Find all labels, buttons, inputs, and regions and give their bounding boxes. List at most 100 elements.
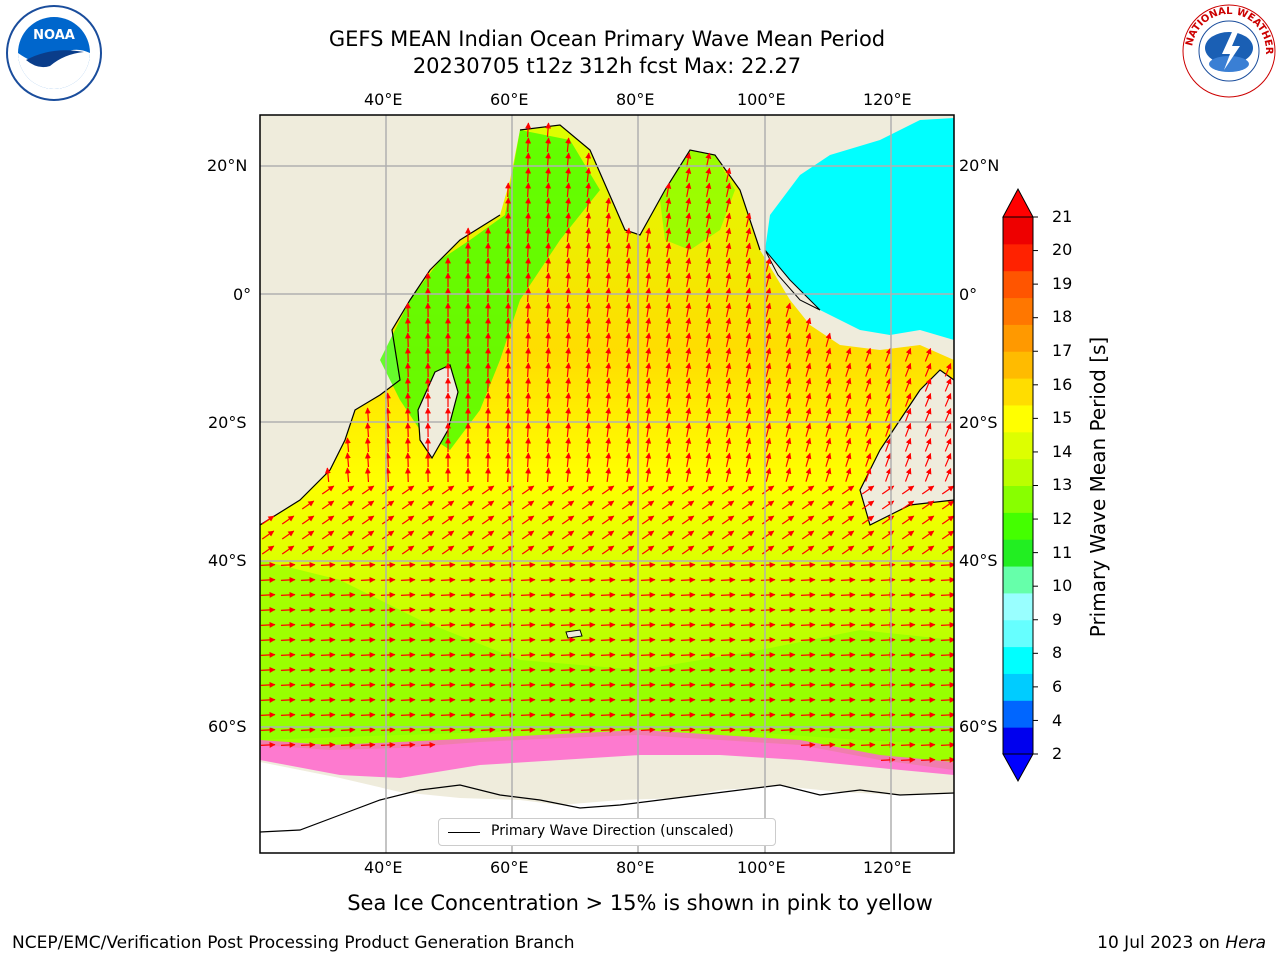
wave-direction-arrow	[520, 591, 536, 598]
wave-direction-arrow	[665, 332, 672, 347]
wave-direction-arrow	[944, 452, 952, 467]
wave-direction-arrow	[540, 651, 556, 658]
wave-direction-arrow	[940, 666, 954, 673]
wave-direction-arrow	[545, 122, 552, 138]
wave-direction-arrow	[541, 485, 555, 495]
wave-direction-arrow	[725, 182, 732, 197]
wave-direction-arrow	[344, 467, 351, 483]
wave-direction-arrow	[685, 287, 692, 302]
lat-tick-right-20s: 20°S	[959, 413, 998, 432]
wave-direction-arrow	[565, 227, 572, 243]
wave-direction-arrow	[440, 651, 456, 658]
wave-direction-arrow	[340, 696, 356, 703]
wave-direction-arrow	[805, 392, 812, 407]
wave-direction-arrow	[520, 696, 536, 703]
wave-direction-arrow	[380, 681, 396, 688]
wave-direction-arrow	[281, 530, 295, 540]
wave-direction-arrow	[600, 696, 616, 703]
wave-direction-arrow	[900, 621, 916, 628]
wave-direction-arrow	[565, 407, 572, 423]
wave-direction-arrow	[825, 332, 832, 347]
wave-direction-arrow	[400, 651, 416, 658]
wave-direction-arrow	[700, 696, 716, 703]
wave-direction-arrow	[860, 696, 876, 703]
wave-direction-arrow	[560, 666, 576, 673]
wave-direction-arrow	[845, 422, 852, 437]
wave-direction-arrow	[721, 545, 735, 555]
wave-direction-arrow	[320, 726, 336, 733]
wave-direction-arrow	[440, 666, 456, 673]
wave-direction-arrow	[545, 167, 552, 183]
wave-direction-arrow	[921, 545, 935, 555]
wave-direction-arrow	[525, 392, 532, 408]
wave-direction-arrow	[460, 651, 476, 658]
wave-direction-arrow	[840, 576, 856, 583]
wave-direction-arrow	[685, 467, 692, 482]
wave-direction-arrow	[840, 651, 856, 658]
wave-direction-arrow	[705, 317, 712, 332]
wave-direction-arrow	[665, 437, 672, 452]
wave-direction-arrow	[505, 182, 512, 198]
wave-direction-arrow	[660, 651, 676, 658]
wave-direction-arrow	[480, 726, 496, 733]
wave-direction-arrow	[941, 500, 954, 510]
wave-direction-arrow	[440, 621, 456, 628]
wave-direction-arrow	[941, 530, 954, 540]
wave-direction-arrow	[500, 606, 516, 613]
wave-direction-arrow	[700, 636, 716, 643]
colorbar	[1002, 187, 1038, 783]
wave-direction-arrow	[720, 726, 736, 733]
wave-direction-arrow	[861, 500, 875, 510]
wave-direction-arrow	[640, 576, 656, 583]
wave-direction-arrow	[480, 561, 496, 568]
wave-direction-arrow	[565, 392, 572, 408]
wave-direction-arrow	[900, 726, 916, 733]
wave-direction-arrow	[280, 711, 296, 718]
wave-direction-arrow	[760, 696, 776, 703]
wave-direction-arrow	[944, 422, 952, 437]
lat-tick-left-20s: 20°S	[208, 413, 247, 432]
wave-direction-arrow	[820, 741, 836, 748]
wave-direction-arrow	[720, 666, 736, 673]
wave-direction-arrow	[261, 545, 275, 555]
wave-direction-arrow	[545, 227, 552, 243]
wave-direction-arrow	[360, 696, 376, 703]
wave-direction-arrow	[344, 437, 351, 453]
wave-direction-arrow	[700, 591, 716, 598]
wave-direction-arrow	[401, 545, 415, 555]
wave-direction-arrow	[521, 500, 535, 510]
wave-direction-arrow	[860, 576, 876, 583]
wave-direction-arrow	[620, 651, 636, 658]
wave-direction-arrow	[760, 666, 776, 673]
wave-direction-arrow	[820, 621, 836, 628]
wave-direction-arrow	[381, 485, 395, 495]
wave-direction-arrow	[725, 377, 732, 392]
wave-direction-arrow	[621, 515, 635, 525]
wave-direction-arrow	[805, 437, 812, 452]
wave-direction-arrow	[861, 485, 875, 495]
wave-direction-arrow	[685, 272, 692, 287]
wave-direction-arrow	[300, 621, 316, 628]
wave-direction-arrow	[780, 606, 796, 613]
wave-direction-arrow	[805, 347, 812, 362]
wave-direction-arrow	[920, 741, 936, 748]
wave-direction-arrow	[280, 636, 296, 643]
wave-direction-arrow	[841, 515, 855, 525]
wave-direction-arrow	[821, 530, 835, 540]
wave-direction-arrow	[384, 392, 391, 408]
wave-direction-arrow	[525, 452, 532, 468]
wave-direction-arrow	[801, 530, 815, 540]
wave-direction-arrow	[560, 621, 576, 628]
wave-direction-arrow	[745, 332, 752, 347]
wave-direction-arrow	[805, 407, 812, 422]
wave-direction-arrow	[260, 696, 276, 703]
wave-direction-arrow	[260, 561, 276, 568]
wave-direction-arrow	[725, 272, 732, 287]
wave-direction-arrow	[640, 606, 656, 613]
wave-direction-arrow	[585, 152, 592, 168]
wave-direction-arrow	[565, 152, 572, 168]
wave-direction-arrow	[440, 681, 456, 688]
colorbar-segment	[1003, 566, 1033, 594]
wave-direction-arrow	[625, 392, 632, 408]
wave-direction-arrow	[780, 636, 796, 643]
